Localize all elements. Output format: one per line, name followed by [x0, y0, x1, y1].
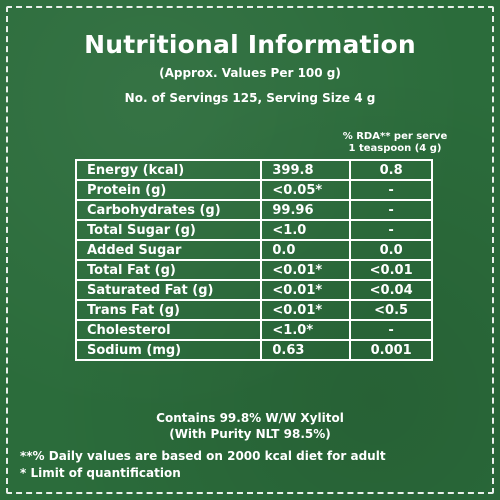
- nutrition-table: Energy (kcal) 399.8 0.8 Protein (g) <0.0…: [74, 159, 433, 361]
- table-row: Cholesterol <1.0* -: [74, 319, 433, 341]
- table-row: Protein (g) <0.05* -: [74, 179, 433, 201]
- nutrient-name: Carbohydrates (g): [74, 199, 263, 221]
- nutrient-name: Energy (kcal): [74, 159, 263, 181]
- nutrient-name: Sodium (mg): [74, 339, 263, 361]
- nutrient-rda: <0.01: [349, 259, 433, 281]
- composition-line1: Contains 99.8% W/W Xylitol: [156, 411, 344, 425]
- nutrient-rda: -: [349, 179, 433, 201]
- rda-column-header: % RDA** per serve 1 teaspoon (4 g): [320, 131, 470, 155]
- nutrient-value: 0.63: [260, 339, 352, 361]
- rda-header-line2: 1 teaspoon (4 g): [348, 143, 442, 154]
- rda-header-line1: % RDA** per serve: [342, 131, 448, 142]
- nutrient-rda: -: [349, 199, 433, 221]
- nutrient-name: Total Sugar (g): [74, 219, 263, 241]
- nutrient-value: 0.0: [260, 239, 352, 261]
- table-row: Sodium (mg) 0.63 0.001: [74, 339, 433, 361]
- nutrient-value: <1.0: [260, 219, 352, 241]
- composition-note: Contains 99.8% W/W Xylitol (With Purity …: [0, 410, 500, 442]
- table-row: Carbohydrates (g) 99.96 -: [74, 199, 433, 221]
- limit-footnote: * Limit of quantification: [20, 466, 181, 480]
- nutrient-value: <0.01*: [260, 299, 352, 321]
- nutrient-name: Added Sugar: [74, 239, 263, 261]
- composition-line2: (With Purity NLT 98.5%): [169, 427, 331, 441]
- table-row: Trans Fat (g) <0.01* <0.5: [74, 299, 433, 321]
- table-row: Energy (kcal) 399.8 0.8: [74, 159, 433, 181]
- nutrient-value: <0.01*: [260, 279, 352, 301]
- servings-info: No. of Servings 125, Serving Size 4 g: [124, 91, 376, 105]
- nutrient-name: Protein (g): [74, 179, 263, 201]
- per-100g-subtitle: (Approx. Values Per 100 g): [159, 66, 341, 80]
- nutrient-rda: 0.8: [349, 159, 433, 181]
- table-row: Saturated Fat (g) <0.01* <0.04: [74, 279, 433, 301]
- nutrient-value: 399.8: [260, 159, 352, 181]
- nutrient-name: Total Fat (g): [74, 259, 263, 281]
- nutrient-name: Saturated Fat (g): [74, 279, 263, 301]
- nutrient-rda: <0.04: [349, 279, 433, 301]
- page-title: Nutritional Information: [84, 30, 416, 59]
- dashed-border: [6, 6, 494, 494]
- nutrient-value: <0.05*: [260, 179, 352, 201]
- daily-values-footnote: **% Daily values are based on 2000 kcal …: [20, 449, 386, 463]
- nutrient-rda: <0.5: [349, 299, 433, 321]
- nutrient-rda: 0.0: [349, 239, 433, 261]
- nutrient-value: <1.0*: [260, 319, 352, 341]
- table-row: Total Fat (g) <0.01* <0.01: [74, 259, 433, 281]
- nutrient-rda: -: [349, 219, 433, 241]
- table-row: Added Sugar 0.0 0.0: [74, 239, 433, 261]
- nutrient-value: <0.01*: [260, 259, 352, 281]
- nutrient-name: Trans Fat (g): [74, 299, 263, 321]
- nutrient-name: Cholesterol: [74, 319, 263, 341]
- nutrient-rda: -: [349, 319, 433, 341]
- table-row: Total Sugar (g) <1.0 -: [74, 219, 433, 241]
- nutrient-value: 99.96: [260, 199, 352, 221]
- nutrient-rda: 0.001: [349, 339, 433, 361]
